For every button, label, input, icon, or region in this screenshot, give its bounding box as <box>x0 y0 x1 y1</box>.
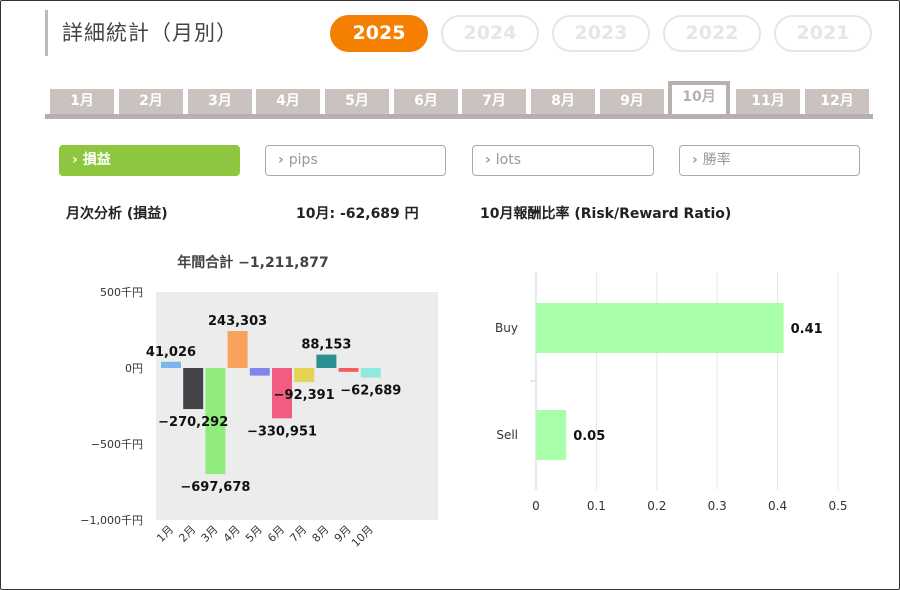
month-tab-11[interactable]: 11月 <box>736 89 800 114</box>
month-tab-5[interactable]: 5月 <box>325 89 389 114</box>
metric-label: lots <box>496 152 521 168</box>
month-tab-4[interactable]: 4月 <box>256 89 320 114</box>
month-tab-9[interactable]: 9月 <box>600 89 664 114</box>
chevron-right-icon: › <box>72 146 78 175</box>
year-tab-2024[interactable]: 2024 <box>441 15 539 52</box>
year-tab-2021[interactable]: 2021 <box>774 15 872 52</box>
metric-button-winrate[interactable]: › 勝率 <box>679 145 860 176</box>
month-result-value: 10月: -62,689 円 <box>296 203 419 223</box>
risk-reward-heading: 10月報酬比率 (Risk/Reward Ratio) <box>480 203 731 223</box>
chevron-right-icon: › <box>278 146 284 175</box>
page-title: 詳細統計（月別） <box>62 10 238 56</box>
year-tab-2022[interactable]: 2022 <box>663 15 761 52</box>
page-header: 詳細統計（月別） <box>45 10 238 56</box>
metric-label: 損益 <box>83 152 111 168</box>
month-tab-3[interactable]: 3月 <box>188 89 252 114</box>
year-tab-2025[interactable]: 2025 <box>330 15 428 52</box>
metric-label: pips <box>289 152 318 168</box>
month-tab-10[interactable]: 10月 <box>668 81 730 114</box>
month-tab-6[interactable]: 6月 <box>394 89 458 114</box>
month-tab-12[interactable]: 12月 <box>805 89 869 114</box>
metric-button-pips[interactable]: › pips <box>265 145 446 176</box>
chevron-right-icon: › <box>692 146 698 175</box>
year-selector: 2025 2024 2023 2022 2021 <box>330 15 872 52</box>
metric-label: 勝率 <box>703 152 731 168</box>
month-tab-1[interactable]: 1月 <box>50 89 114 114</box>
metric-button-profit[interactable]: › 損益 <box>59 145 240 176</box>
month-tab-8[interactable]: 8月 <box>531 89 595 114</box>
month-tab-7[interactable]: 7月 <box>462 89 526 114</box>
metric-button-lots[interactable]: › lots <box>472 145 654 176</box>
chevron-right-icon: › <box>485 146 491 175</box>
monthly-analysis-heading: 月次分析 (損益) <box>66 203 168 223</box>
month-tabs: 1月 2月 3月 4月 5月 6月 7月 8月 9月 10月 11月 12月 <box>45 81 873 119</box>
month-tab-2[interactable]: 2月 <box>119 89 183 114</box>
year-tab-2023[interactable]: 2023 <box>552 15 650 52</box>
